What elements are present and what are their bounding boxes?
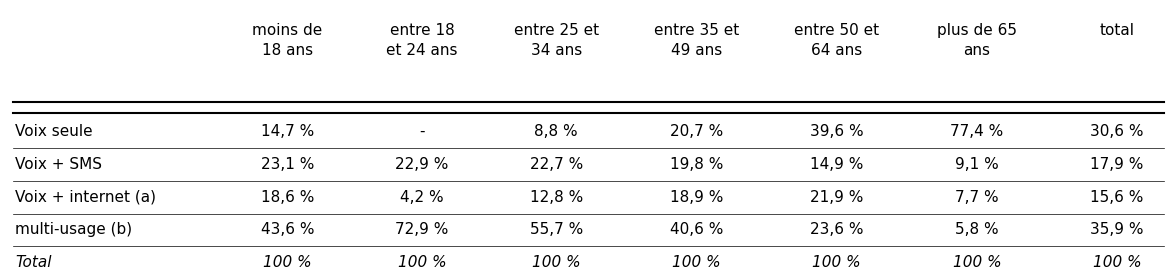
Text: 9,1 %: 9,1 % [956, 157, 999, 172]
Text: 72,9 %: 72,9 % [396, 222, 448, 237]
Text: plus de 65
ans: plus de 65 ans [937, 23, 1016, 58]
Text: 100 %: 100 % [398, 255, 446, 270]
Text: 100 %: 100 % [952, 255, 1001, 270]
Text: 17,9 %: 17,9 % [1090, 157, 1144, 172]
Text: 18,9 %: 18,9 % [670, 189, 724, 205]
Text: 5,8 %: 5,8 % [956, 222, 999, 237]
Text: 77,4 %: 77,4 % [950, 124, 1004, 139]
Text: 14,9 %: 14,9 % [810, 157, 863, 172]
Text: entre 50 et
64 ans: entre 50 et 64 ans [794, 23, 879, 58]
Text: 14,7 %: 14,7 % [261, 124, 314, 139]
Text: 4,2 %: 4,2 % [400, 189, 444, 205]
Text: moins de
18 ans: moins de 18 ans [253, 23, 323, 58]
Text: 19,8 %: 19,8 % [670, 157, 724, 172]
Text: 39,6 %: 39,6 % [810, 124, 863, 139]
Text: 18,6 %: 18,6 % [261, 189, 314, 205]
Text: 100 %: 100 % [263, 255, 311, 270]
Text: 12,8 %: 12,8 % [529, 189, 583, 205]
Text: 100 %: 100 % [813, 255, 861, 270]
Text: 40,6 %: 40,6 % [670, 222, 724, 237]
Text: 55,7 %: 55,7 % [529, 222, 583, 237]
Text: 22,9 %: 22,9 % [396, 157, 448, 172]
Text: entre 18
et 24 ans: entre 18 et 24 ans [386, 23, 458, 58]
Text: Voix + SMS: Voix + SMS [15, 157, 102, 172]
Text: 35,9 %: 35,9 % [1090, 222, 1144, 237]
Text: entre 25 et
34 ans: entre 25 et 34 ans [514, 23, 598, 58]
Text: 23,1 %: 23,1 % [261, 157, 314, 172]
Text: Voix + internet (a): Voix + internet (a) [15, 189, 157, 205]
Text: 100 %: 100 % [532, 255, 581, 270]
Text: 7,7 %: 7,7 % [956, 189, 999, 205]
Text: entre 35 et
49 ans: entre 35 et 49 ans [653, 23, 739, 58]
Text: 15,6 %: 15,6 % [1090, 189, 1144, 205]
Text: 100 %: 100 % [1093, 255, 1142, 270]
Text: multi-usage (b): multi-usage (b) [15, 222, 132, 237]
Text: total: total [1100, 23, 1135, 39]
Text: Voix seule: Voix seule [15, 124, 93, 139]
Text: Total: Total [15, 255, 52, 270]
Text: 20,7 %: 20,7 % [670, 124, 724, 139]
Text: 43,6 %: 43,6 % [261, 222, 314, 237]
Text: 22,7 %: 22,7 % [529, 157, 583, 172]
Text: 30,6 %: 30,6 % [1090, 124, 1144, 139]
Text: 100 %: 100 % [672, 255, 721, 270]
Text: 8,8 %: 8,8 % [534, 124, 578, 139]
Text: -: - [419, 124, 425, 139]
Text: 23,6 %: 23,6 % [810, 222, 863, 237]
Text: 21,9 %: 21,9 % [810, 189, 863, 205]
